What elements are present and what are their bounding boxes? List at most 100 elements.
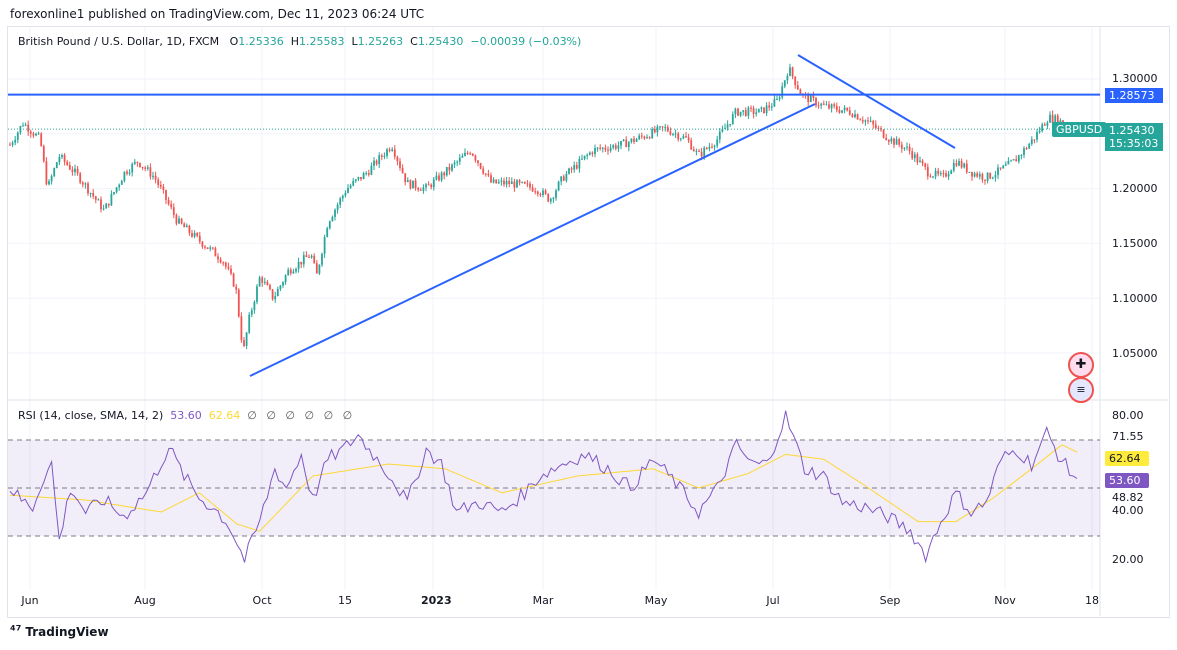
time-tick: Sep (879, 594, 901, 607)
candle-body (547, 193, 550, 202)
candle-body (258, 277, 261, 287)
candle-body (68, 164, 71, 170)
candle-body (963, 163, 966, 168)
candle-body (63, 155, 66, 162)
candle-body (297, 261, 300, 269)
candle-body (646, 137, 648, 139)
candle-body (760, 107, 763, 109)
rsi-line (9, 410, 1078, 564)
candle-body (700, 151, 703, 157)
candle-body (885, 137, 888, 141)
candle-body (471, 153, 474, 156)
candle-body (1004, 164, 1007, 166)
candle-body (521, 181, 524, 183)
candle-body (586, 154, 589, 156)
candle-body (529, 183, 531, 188)
candle-body (373, 160, 375, 166)
candle-body (926, 166, 929, 177)
candle-body (66, 161, 69, 165)
candle-body (711, 146, 713, 148)
candle-body (737, 108, 739, 116)
candle-body (61, 155, 63, 158)
candle-body (986, 172, 989, 181)
candle-body (666, 127, 669, 132)
candle-body (170, 203, 173, 208)
time-tick: 15 (338, 594, 352, 607)
candle-body (630, 138, 633, 143)
candle-body (757, 108, 760, 113)
candle-body (768, 105, 771, 108)
candle-body (718, 131, 721, 140)
candle-body (976, 173, 979, 177)
candle-body (360, 177, 362, 180)
candle-body (58, 157, 61, 163)
candle-body (534, 191, 537, 193)
candle-body (243, 340, 245, 346)
candle-body (843, 107, 846, 111)
candle-body (765, 105, 768, 114)
candle-body (648, 137, 651, 139)
open-value: 1.25336 (238, 35, 284, 48)
candle-body (50, 176, 53, 182)
us-flag-event-icon[interactable]: ≡ (1068, 377, 1094, 403)
uk-flag-event-icon[interactable]: ✚ (1068, 352, 1094, 378)
candle-body (1041, 124, 1044, 132)
candle-body (794, 76, 797, 86)
candle-body (497, 181, 500, 184)
candle-body (1054, 115, 1057, 123)
candle-body (396, 156, 399, 162)
candle-body (638, 135, 641, 140)
candle-body (256, 286, 258, 302)
candle-body (947, 173, 950, 177)
rsi-label: 53.60 (1105, 473, 1149, 488)
candle-body (900, 144, 903, 149)
candle-body (848, 110, 851, 115)
candle-body (854, 114, 856, 118)
symbol-name: British Pound / U.S. Dollar, 1D, FXCM (18, 35, 220, 48)
candle-body (679, 138, 682, 140)
candle-body (549, 198, 552, 202)
candle-body (1036, 132, 1038, 140)
candle-body (817, 105, 820, 107)
candle-body (401, 167, 404, 174)
candle-body (685, 136, 687, 138)
candle-body (1017, 155, 1020, 162)
candle-body (612, 145, 615, 148)
candle-body (430, 184, 433, 188)
candle-body (932, 176, 934, 178)
candle-body (154, 175, 157, 180)
candle-body (204, 246, 206, 248)
empty-values: ∅ ∅ ∅ ∅ ∅ ∅ (247, 409, 356, 422)
high-value: 1.25583 (299, 35, 345, 48)
time-tick: Jun (21, 594, 39, 607)
candle-body (175, 214, 178, 224)
time-tick: Nov (994, 594, 1016, 607)
candle-body (614, 145, 617, 149)
candle-body (289, 269, 292, 274)
candle-body (851, 114, 854, 118)
rsi-tick: 80.00 (1112, 409, 1144, 422)
candle-body (380, 155, 383, 157)
candle-body (282, 282, 284, 286)
candle-body (656, 126, 659, 133)
candle-body (708, 146, 711, 149)
candle-body (388, 149, 391, 151)
candle-body (310, 255, 313, 258)
candle-body (492, 179, 495, 183)
candle-body (157, 179, 160, 185)
candle-body (456, 161, 459, 163)
candle-body (71, 169, 74, 173)
candle-body (87, 183, 89, 194)
candle-body (1012, 159, 1015, 161)
candle-body (375, 160, 378, 165)
candle-body (365, 173, 368, 175)
tradingview-logo[interactable]: ⁴⁷ TradingView (10, 624, 109, 639)
candle-body (1010, 160, 1012, 162)
candle-body (440, 172, 443, 181)
candle-body (326, 228, 329, 237)
symbol-legend: British Pound / U.S. Dollar, 1D, FXCM O1… (18, 35, 581, 48)
candle-body (323, 236, 326, 254)
ascending-trendline (249, 103, 816, 377)
candle-body (245, 332, 248, 346)
